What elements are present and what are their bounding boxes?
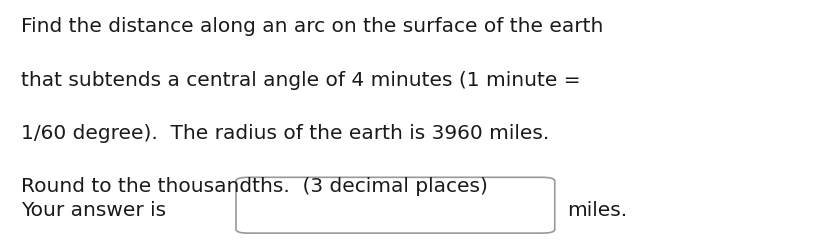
Text: that subtends a central angle of 4 minutes (1 minute =: that subtends a central angle of 4 minut… <box>21 71 580 90</box>
FancyBboxPatch shape <box>236 177 554 233</box>
Text: Your answer is: Your answer is <box>21 201 165 220</box>
Text: Round to the thousandths.  (3 decimal places): Round to the thousandths. (3 decimal pla… <box>21 177 487 196</box>
Text: 1/60 degree).  The radius of the earth is 3960 miles.: 1/60 degree). The radius of the earth is… <box>21 124 548 143</box>
Text: miles.: miles. <box>566 201 627 220</box>
Text: Find the distance along an arc on the surface of the earth: Find the distance along an arc on the su… <box>21 17 602 36</box>
